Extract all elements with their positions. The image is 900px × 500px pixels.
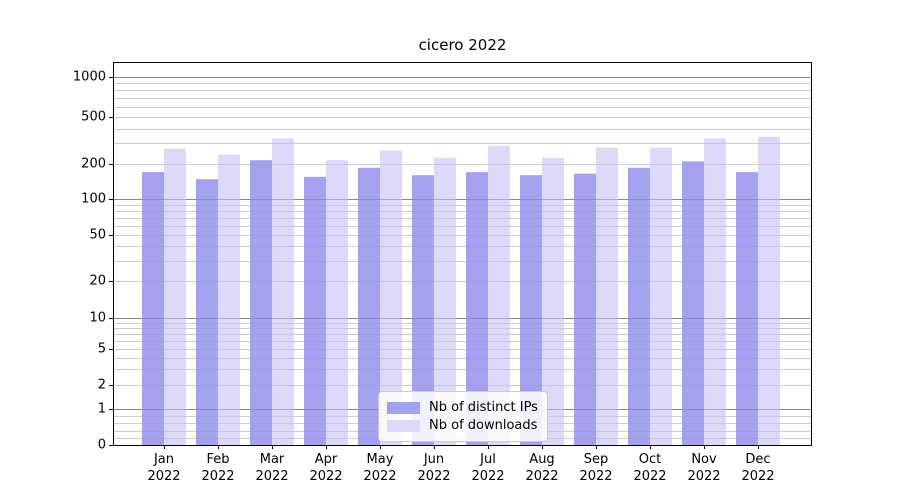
bar-downloads-oct [650,147,672,445]
x-tick-label-may: May 2022 [350,451,410,485]
bar-downloads-mar [272,138,294,445]
x-tick-label-aug: Aug 2022 [512,451,572,485]
x-tick-month: Aug [529,452,555,467]
bar-downloads-dec [758,136,780,445]
x-tick-year: 2022 [309,469,343,484]
bar-downloads-sep [596,147,618,445]
y-tick-label-10: 10 [89,310,106,326]
x-tick-month: May [366,452,394,467]
x-tick-month: Sep [583,452,609,467]
x-tick-month: Mar [259,452,285,467]
x-tick-year: 2022 [633,469,667,484]
bar-downloads-nov [704,138,726,445]
bar-distinct-ips-jan [142,172,164,445]
bar-distinct-ips-jul [466,172,488,445]
x-tick-year: 2022 [201,469,235,484]
bar-distinct-ips-nov [682,161,704,445]
x-tick-month: Jun [423,452,445,467]
x-tick-year: 2022 [363,469,397,484]
chart-title: cicero 2022 [418,36,507,54]
bar-downloads-aug [542,157,564,445]
x-tick-year: 2022 [687,469,721,484]
bar-distinct-ips-dec [736,172,758,445]
legend-entry-downloads: Nb of downloads [387,418,539,433]
y-tick-label-0: 0 [97,437,106,453]
x-tick-year: 2022 [579,469,613,484]
bar-downloads-may [380,150,402,445]
x-tick-year: 2022 [417,469,451,484]
y-tick-label-1: 1 [97,401,106,417]
x-tick-month: Oct [638,452,662,467]
x-tick-year: 2022 [471,469,505,484]
legend-label-distinct-ips: Nb of distinct IPs [429,400,538,415]
plot-border [113,62,812,446]
x-tick-year: 2022 [147,469,181,484]
y-tick-label-200: 200 [81,156,106,172]
x-tick-label-jun: Jun 2022 [404,451,464,485]
legend-entry-distinct-ips: Nb of distinct IPs [387,400,539,415]
x-tick-label-sep: Sep 2022 [566,451,626,485]
y-tick-label-2: 2 [97,377,106,393]
legend-swatch-distinct-ips [387,401,420,414]
x-tick-label-apr: Apr 2022 [296,451,356,485]
bar-distinct-ips-mar [250,160,272,445]
bar-downloads-feb [218,154,240,445]
bar-downloads-jan [164,148,186,445]
bar-downloads-jul [488,145,510,445]
x-tick-label-nov: Nov 2022 [674,451,734,485]
bar-distinct-ips-sep [574,173,596,446]
x-tick-label-feb: Feb 2022 [188,451,248,485]
y-tick-label-500: 500 [81,109,106,125]
x-tick-month: Jan [153,452,175,467]
x-tick-year: 2022 [741,469,775,484]
bar-distinct-ips-oct [628,167,650,445]
x-tick-label-jan: Jan 2022 [134,451,194,485]
bar-distinct-ips-feb [196,179,218,445]
x-tick-month: Apr [314,452,338,467]
y-tick-label-100: 100 [81,191,106,207]
y-tick-label-50: 50 [89,227,106,243]
y-tick-label-1000: 1000 [72,69,106,85]
x-tick-label-dec: Dec 2022 [728,451,788,485]
x-tick-month: Jul [480,452,496,467]
bar-downloads-jun [434,157,456,445]
x-tick-month: Feb [206,452,230,467]
bar-distinct-ips-aug [520,175,542,446]
bar-distinct-ips-may [358,167,380,445]
bar-distinct-ips-apr [304,176,326,446]
x-tick-label-oct: Oct 2022 [620,451,680,485]
legend: Nb of distinct IPs Nb of downloads [378,391,548,442]
legend-swatch-downloads [387,419,420,432]
x-tick-month: Dec [745,452,771,467]
x-tick-label-jul: Jul 2022 [458,451,518,485]
bar-downloads-apr [326,160,348,445]
x-tick-month: Nov [691,452,717,467]
legend-label-downloads: Nb of downloads [429,418,538,433]
bar-distinct-ips-jun [412,175,434,446]
x-tick-year: 2022 [525,469,559,484]
x-tick-label-mar: Mar 2022 [242,451,302,485]
x-tick-year: 2022 [255,469,289,484]
y-tick-label-20: 20 [89,273,106,289]
y-tick-label-5: 5 [97,341,106,357]
